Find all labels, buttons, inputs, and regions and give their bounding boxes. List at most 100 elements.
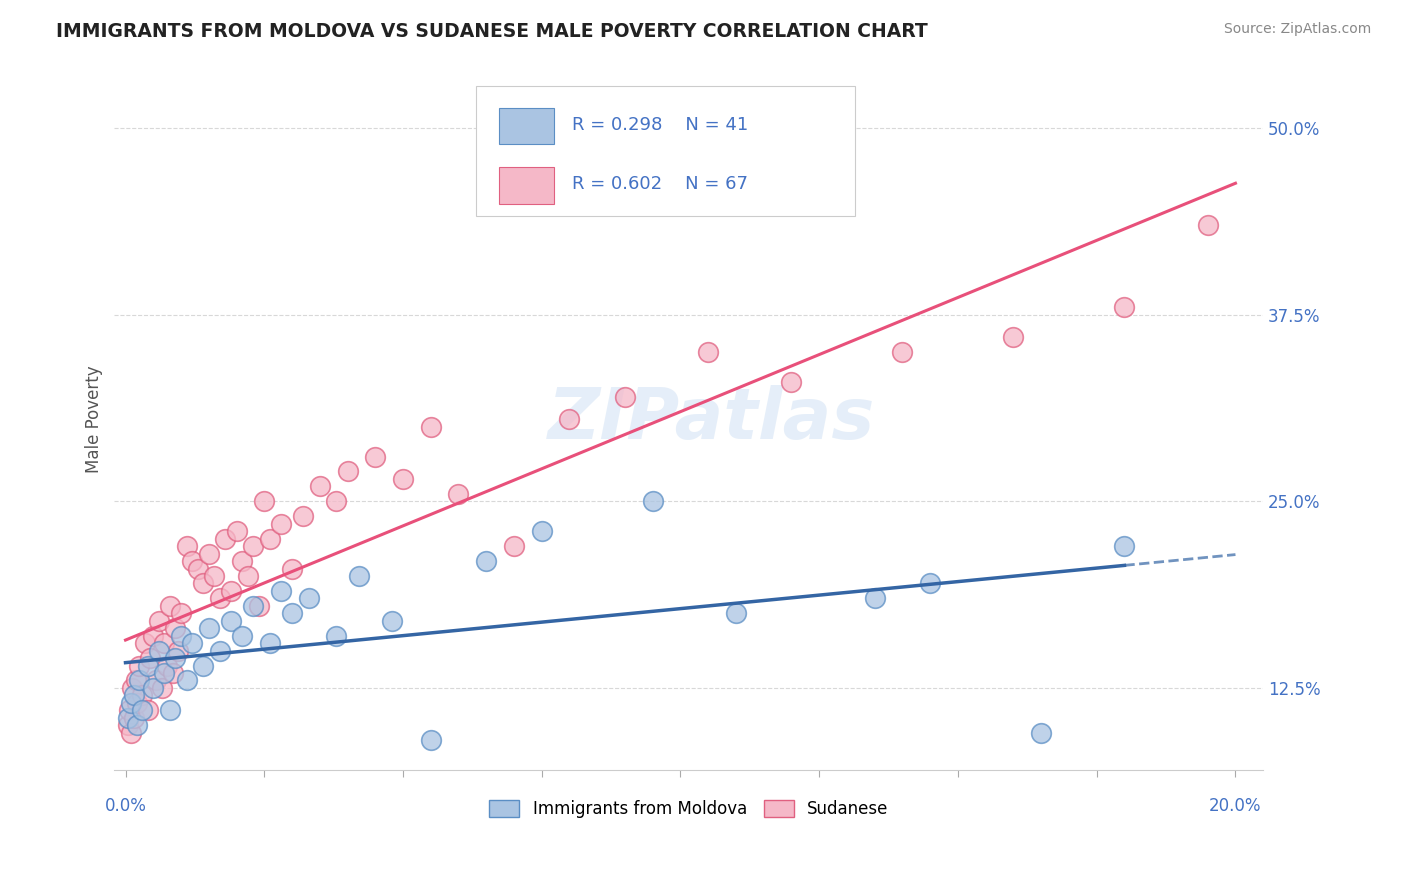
Point [298, 591, 321, 606]
Legend: Immigrants from Moldova, Sudanese: Immigrants from Moldova, Sudanese [482, 793, 896, 825]
Point [159, 599, 181, 613]
Point [156, 658, 179, 673]
Point [136, 658, 159, 673]
Point [120, 725, 142, 739]
Point [242, 599, 264, 613]
Point [641, 494, 664, 508]
Point [208, 643, 231, 657]
Point [475, 554, 498, 568]
Point [1031, 725, 1053, 739]
Point [242, 539, 264, 553]
Text: Source: ZipAtlas.com: Source: ZipAtlas.com [1223, 22, 1371, 37]
Point [1114, 539, 1136, 553]
Point [419, 419, 441, 434]
Point [167, 643, 190, 657]
Point [165, 621, 187, 635]
FancyBboxPatch shape [499, 108, 554, 145]
Point [270, 516, 292, 531]
Point [197, 547, 219, 561]
Point [219, 614, 242, 628]
Point [325, 494, 347, 508]
Point [150, 681, 173, 695]
Point [392, 472, 415, 486]
FancyBboxPatch shape [477, 86, 855, 216]
Point [247, 599, 270, 613]
Point [214, 532, 236, 546]
Point [128, 658, 150, 673]
Point [253, 494, 276, 508]
Point [176, 673, 198, 688]
Point [558, 412, 581, 426]
Point [281, 561, 304, 575]
Point [292, 509, 315, 524]
Point [176, 539, 198, 553]
Point [419, 733, 441, 747]
Point [153, 665, 176, 680]
Text: R = 0.602    N = 67: R = 0.602 N = 67 [572, 175, 748, 194]
Point [142, 681, 165, 695]
Point [863, 591, 886, 606]
Point [170, 607, 193, 621]
Point [270, 583, 292, 598]
Point [231, 554, 253, 568]
Point [142, 629, 165, 643]
Point [118, 703, 141, 717]
Text: R = 0.298    N = 41: R = 0.298 N = 41 [572, 116, 748, 134]
Point [145, 673, 167, 688]
Point [447, 487, 470, 501]
Point [530, 524, 553, 539]
Point [336, 465, 359, 479]
Point [148, 614, 170, 628]
Point [236, 569, 259, 583]
Point [503, 539, 526, 553]
Point [162, 665, 184, 680]
Point [165, 651, 187, 665]
Point [197, 621, 219, 635]
Point [131, 703, 153, 717]
Point [120, 696, 142, 710]
Point [208, 591, 231, 606]
Point [219, 583, 242, 598]
Point [259, 532, 281, 546]
Point [1114, 301, 1136, 315]
Point [136, 703, 159, 717]
Text: 20.0%: 20.0% [1209, 797, 1261, 815]
Point [381, 614, 404, 628]
Point [780, 375, 803, 389]
Point [364, 450, 387, 464]
Point [281, 607, 304, 621]
Y-axis label: Male Poverty: Male Poverty [86, 366, 103, 473]
Point [170, 629, 193, 643]
Point [1002, 330, 1025, 344]
Point [122, 711, 145, 725]
Point [128, 673, 150, 688]
Point [181, 554, 204, 568]
Text: 0.0%: 0.0% [104, 797, 146, 815]
Point [1197, 219, 1219, 233]
Point [202, 569, 225, 583]
Point [193, 658, 215, 673]
Point [134, 636, 156, 650]
Point [125, 718, 148, 732]
Point [121, 681, 143, 695]
Point [308, 479, 330, 493]
FancyBboxPatch shape [499, 168, 554, 204]
Text: ZIPatlas: ZIPatlas [548, 384, 876, 454]
Point [697, 345, 720, 359]
Point [225, 524, 247, 539]
Text: IMMIGRANTS FROM MOLDOVA VS SUDANESE MALE POVERTY CORRELATION CHART: IMMIGRANTS FROM MOLDOVA VS SUDANESE MALE… [56, 22, 928, 41]
Point [187, 561, 209, 575]
Point [159, 703, 181, 717]
Point [117, 718, 139, 732]
Point [347, 569, 370, 583]
Point [231, 629, 253, 643]
Point [259, 636, 281, 650]
Point [724, 607, 747, 621]
Point [153, 636, 176, 650]
Point [325, 629, 347, 643]
Point [125, 696, 148, 710]
Point [148, 643, 170, 657]
Point [920, 576, 942, 591]
Point [193, 576, 215, 591]
Point [124, 673, 146, 688]
